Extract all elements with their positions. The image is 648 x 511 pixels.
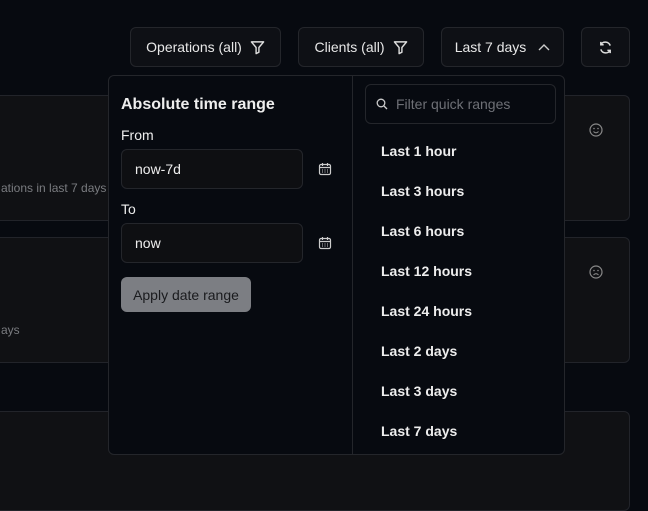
calendar-icon[interactable] xyxy=(318,236,332,250)
refresh-icon xyxy=(600,40,611,54)
to-label: To xyxy=(121,201,136,217)
date-range-button[interactable]: Last 7 days xyxy=(441,27,564,67)
operations-filter-button[interactable]: Operations (all) xyxy=(130,27,281,67)
operations-filter-label: Operations (all) xyxy=(146,39,242,55)
to-input[interactable]: now xyxy=(121,223,303,263)
quick-range-item[interactable]: Last 3 hours xyxy=(381,183,465,199)
filter-icon xyxy=(250,40,265,54)
clients-filter-label: Clients (all) xyxy=(314,39,385,55)
date-range-label: Last 7 days xyxy=(454,39,527,55)
quick-range-item[interactable]: Last 12 hours xyxy=(381,263,473,279)
quick-range-item[interactable]: Last 2 days xyxy=(381,343,458,359)
card-subtitle: ays xyxy=(1,323,20,337)
quick-range-item[interactable]: Last 1 hour xyxy=(381,143,457,159)
from-input[interactable]: now-7d xyxy=(121,149,303,189)
date-range-popover: Absolute time range From now-7d To now A… xyxy=(108,75,565,455)
from-value: now-7d xyxy=(135,161,181,177)
quick-range-item[interactable]: Last 6 hours xyxy=(381,223,465,239)
quick-range-item[interactable]: Last 24 hours xyxy=(381,303,473,319)
from-label: From xyxy=(121,127,154,143)
calendar-icon[interactable] xyxy=(318,162,332,176)
search-icon xyxy=(376,98,388,110)
quick-range-item[interactable]: Last 7 days xyxy=(381,423,458,439)
apply-date-range-button[interactable]: Apply date range xyxy=(121,277,251,312)
quick-range-item[interactable]: Last 3 days xyxy=(381,383,458,399)
quick-range-search[interactable]: Filter quick ranges xyxy=(365,84,556,124)
frown-icon xyxy=(589,265,603,279)
chevron-up-icon xyxy=(538,44,550,51)
clients-filter-button[interactable]: Clients (all) xyxy=(298,27,424,67)
refresh-button[interactable] xyxy=(581,27,630,67)
absolute-range-title: Absolute time range xyxy=(121,96,275,113)
to-value: now xyxy=(135,235,161,251)
smile-icon xyxy=(589,123,603,137)
absolute-range-panel: Absolute time range From now-7d To now A… xyxy=(109,76,353,454)
filter-icon xyxy=(393,40,407,54)
card-subtitle: ations in last 7 days xyxy=(1,181,107,195)
search-placeholder: Filter quick ranges xyxy=(396,96,511,112)
